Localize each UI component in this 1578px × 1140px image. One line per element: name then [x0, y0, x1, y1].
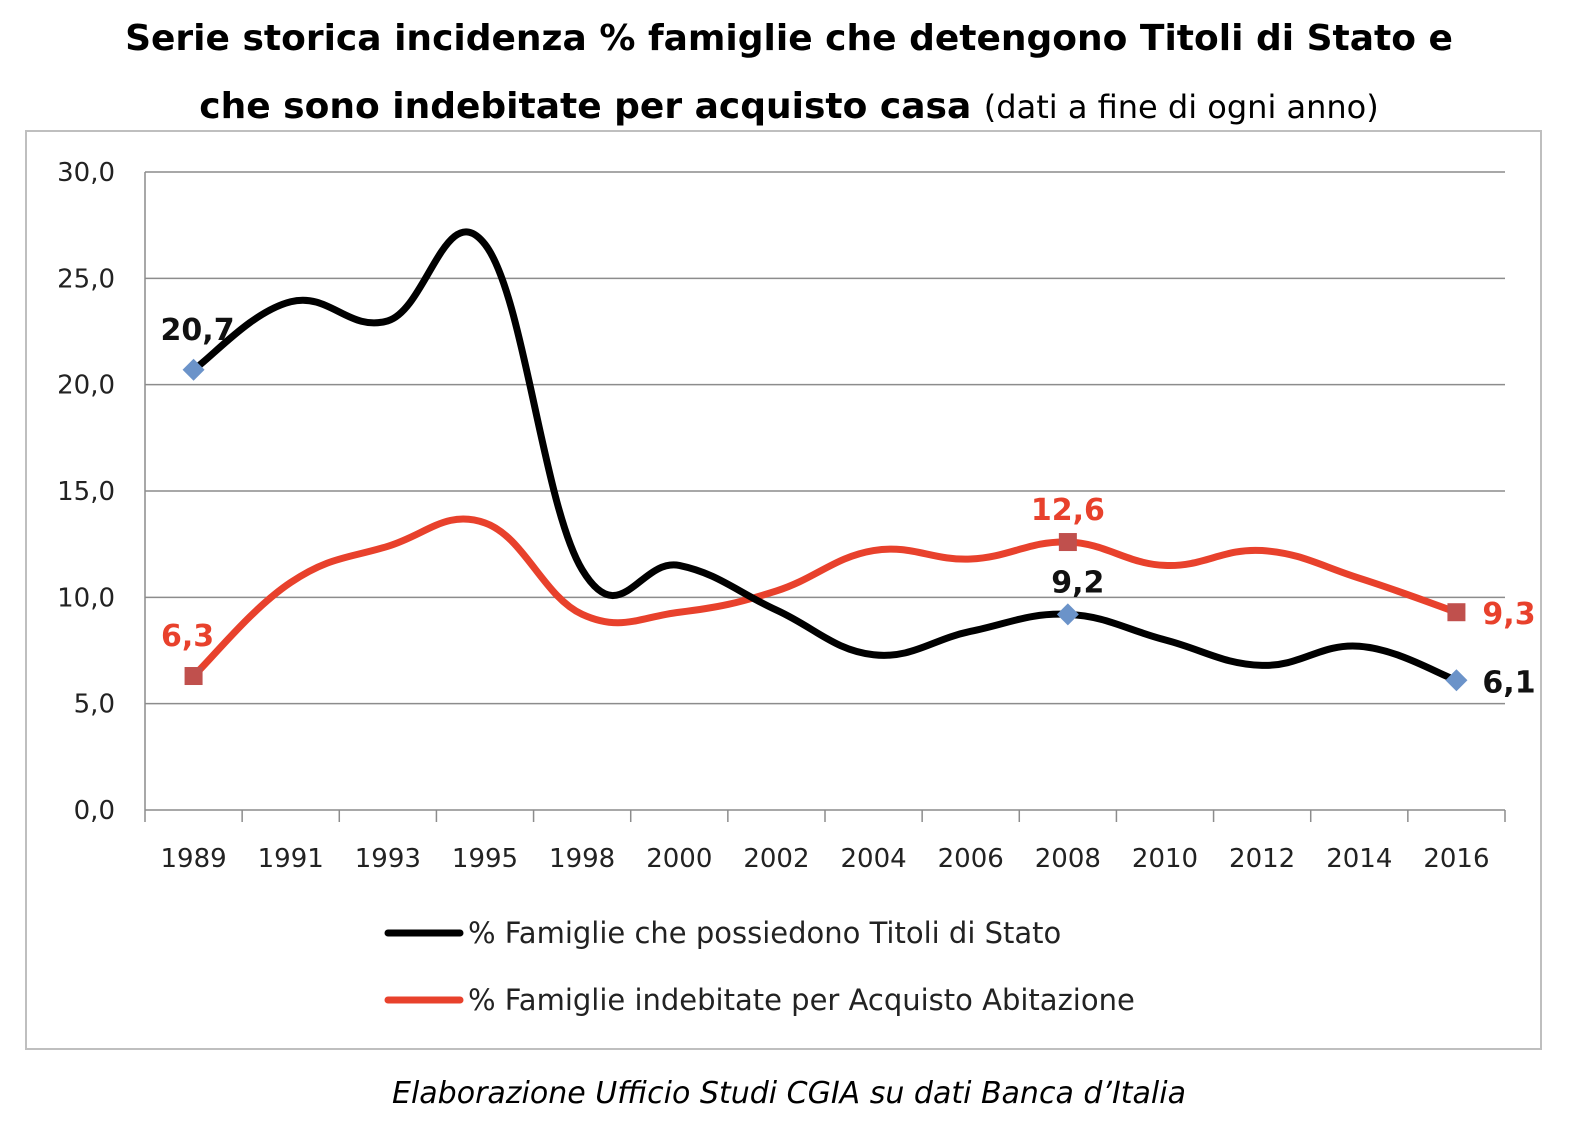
- series-marker-square: [1447, 603, 1466, 622]
- x-tick-label: 2000: [646, 844, 712, 874]
- x-tick-label: 2012: [1229, 844, 1295, 874]
- series-line-titoli-di-stato: [190, 228, 1460, 684]
- legend-label: % Famiglie indebitate per Acquisto Abita…: [468, 983, 1135, 1017]
- data-label: 20,7: [161, 313, 235, 348]
- x-tick-label: 1991: [258, 844, 324, 874]
- y-tick-label: 0,0: [74, 796, 115, 826]
- source-note: Elaborazione Ufficio Studi CGIA su dati …: [392, 1076, 1186, 1111]
- chart-title-note: (dati a fine di ogni anno): [983, 88, 1379, 126]
- x-tick-label: 2010: [1132, 844, 1198, 874]
- data-label: 9,2: [1051, 565, 1104, 600]
- data-label: 12,6: [1031, 493, 1105, 528]
- y-tick-label: 5,0: [74, 690, 115, 720]
- x-tick-label: 1989: [160, 844, 226, 874]
- x-tick-label: 2014: [1326, 844, 1392, 874]
- x-tick-label: 1995: [452, 844, 518, 874]
- series-marker-diamond: [182, 358, 205, 381]
- data-label: 9,3: [1482, 597, 1535, 632]
- chart-frame: [25, 130, 1542, 1050]
- y-tick-label: 30,0: [57, 158, 115, 188]
- x-tick-label: 2004: [840, 844, 906, 874]
- series-marker-diamond: [1056, 603, 1079, 626]
- series-marker-square: [184, 667, 203, 686]
- x-tick-label: 1998: [549, 844, 615, 874]
- chart-title-bold: che sono indebitate per acquisto casa: [199, 86, 972, 127]
- series-marker-diamond: [1445, 669, 1468, 692]
- x-tick-label: 2016: [1423, 844, 1489, 874]
- data-label: 6,3: [161, 619, 214, 654]
- series-marker-square: [1058, 533, 1077, 552]
- x-tick-label: 2006: [938, 844, 1004, 874]
- y-tick-label: 25,0: [57, 264, 115, 294]
- chart-title-line2: che sono indebitate per acquisto casa (d…: [0, 86, 1578, 127]
- x-tick-label: 2002: [743, 844, 809, 874]
- line-chart: 0,0 5,0 10,0 15,0 20,0 25,0 30,0 1989 1991 1993 19…: [57, 158, 1535, 1017]
- series-line-indebitate: [190, 515, 1460, 680]
- x-tick-label: 2008: [1035, 844, 1101, 874]
- y-tick-label: 15,0: [57, 477, 115, 507]
- data-label: 6,1: [1482, 665, 1535, 700]
- x-tick-label: 1993: [355, 844, 421, 874]
- legend-label: % Famiglie che possiedono Titoli di Stat…: [468, 916, 1061, 950]
- chart-title-line1: Serie storica incidenza % famiglie che d…: [125, 18, 1453, 59]
- y-tick-label: 20,0: [57, 371, 115, 401]
- y-tick-label: 10,0: [57, 583, 115, 613]
